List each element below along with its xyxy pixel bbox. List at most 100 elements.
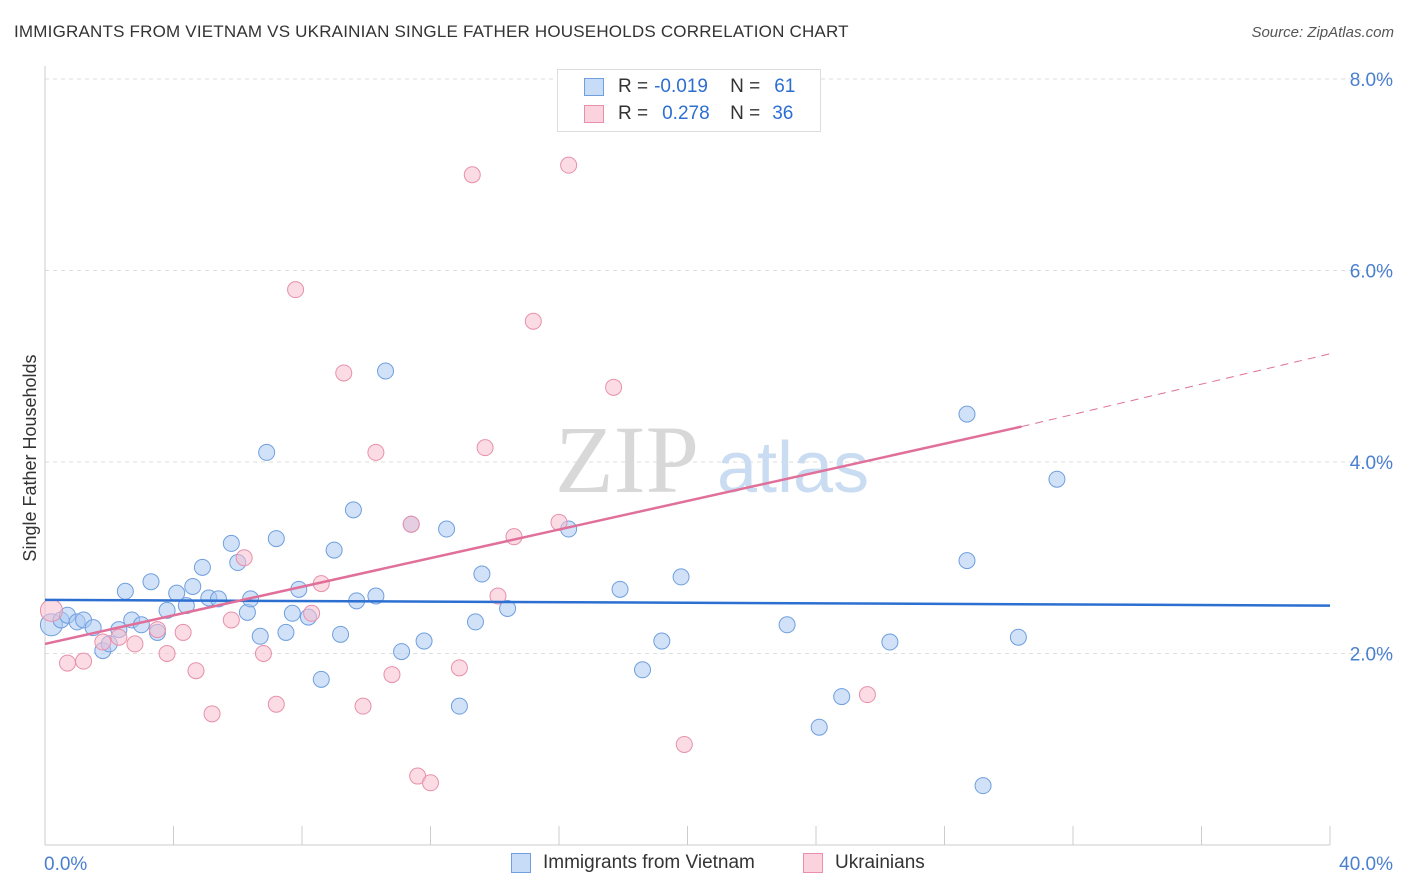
bottom-legend-label-vietnam: Immigrants from Vietnam xyxy=(543,852,755,873)
series-vietnam-points xyxy=(39,362,1066,795)
data-point-ukrainians xyxy=(422,774,439,792)
data-point-ukrainians xyxy=(524,312,542,330)
data-point-ukrainians xyxy=(110,628,128,646)
data-point-vietnam xyxy=(142,573,160,591)
y-tick-label: 2.0% xyxy=(1350,645,1393,666)
data-point-vietnam xyxy=(267,530,285,548)
data-point-vietnam xyxy=(251,627,269,645)
data-point-vietnam xyxy=(450,697,468,715)
data-point-vietnam xyxy=(312,670,330,688)
bottom-legend-swatch-ukrainians xyxy=(803,853,823,873)
y-tick-label: 8.0% xyxy=(1350,70,1393,91)
y-tick-label: 4.0% xyxy=(1350,453,1393,474)
watermark: ZIP atlas xyxy=(555,406,869,513)
data-point-vietnam xyxy=(974,777,992,795)
data-point-vietnam xyxy=(499,599,517,617)
watermark-zip: ZIP xyxy=(555,406,699,513)
data-point-vietnam xyxy=(258,443,276,461)
data-point-vietnam xyxy=(393,643,411,661)
trendline-vietnam xyxy=(44,598,1331,607)
data-point-vietnam xyxy=(1009,628,1027,646)
correlation-legend: R = -0.019 N = 61 R = 0.278 N = 36 xyxy=(557,69,821,132)
y-tick-label: 6.0% xyxy=(1350,262,1393,283)
data-point-ukrainians xyxy=(476,439,494,457)
legend-r-label: R = xyxy=(618,76,649,97)
data-point-ukrainians xyxy=(605,378,623,396)
data-point-vietnam xyxy=(466,613,484,631)
data-point-vietnam xyxy=(958,552,976,570)
legend-swatch-ukrainians xyxy=(584,105,604,123)
legend-n-value: 61 xyxy=(774,76,796,97)
legend-n-value: 36 xyxy=(772,103,794,124)
data-point-vietnam xyxy=(778,616,796,634)
data-point-vietnam xyxy=(611,580,629,598)
data-point-ukrainians xyxy=(75,652,93,670)
trendline-ukrainians-extension xyxy=(1021,353,1331,428)
data-point-vietnam xyxy=(222,534,240,552)
bottom-legend-vietnam: Immigrants from Vietnam xyxy=(511,852,755,874)
legend-n-label: N = xyxy=(730,76,761,97)
data-point-ukrainians xyxy=(383,666,401,684)
legend-r-value: -0.019 xyxy=(654,76,708,97)
data-point-vietnam xyxy=(1048,470,1066,488)
data-point-ukrainians xyxy=(450,659,468,677)
data-point-ukrainians xyxy=(148,621,166,639)
data-point-ukrainians xyxy=(187,662,205,680)
data-point-ukrainians xyxy=(126,635,144,653)
data-point-ukrainians xyxy=(489,587,507,605)
data-point-ukrainians xyxy=(222,611,240,629)
data-point-vietnam xyxy=(634,661,652,679)
legend-n-label: N = xyxy=(730,103,761,124)
data-point-ukrainians xyxy=(335,364,353,382)
data-point-vietnam xyxy=(473,565,491,583)
source-label: Source: ZipAtlas.com xyxy=(1251,24,1394,41)
data-point-ukrainians xyxy=(94,633,112,651)
data-point-vietnam xyxy=(344,501,362,519)
data-point-ukrainians xyxy=(58,654,76,672)
bottom-legend-ukrainians: Ukrainians xyxy=(803,852,925,874)
chart-title: IMMIGRANTS FROM VIETNAM VS UKRAINIAN SIN… xyxy=(14,22,849,41)
trendline-ukrainians xyxy=(44,425,1022,646)
series-ukrainians-points xyxy=(39,156,876,792)
data-point-vietnam xyxy=(325,541,343,559)
data-point-ukrainians xyxy=(235,549,253,567)
data-point-vietnam xyxy=(283,604,301,622)
data-point-vietnam xyxy=(116,582,134,600)
data-point-ukrainians xyxy=(174,623,192,641)
data-point-ukrainians xyxy=(303,604,321,622)
data-point-vietnam xyxy=(158,601,176,619)
data-point-ukrainians xyxy=(560,156,578,174)
grid-lines xyxy=(45,78,1392,654)
data-point-ukrainians xyxy=(367,443,385,461)
legend-row-vietnam: R = -0.019 N = 61 xyxy=(584,75,795,99)
x-tick-label: 0.0% xyxy=(44,854,87,875)
data-point-vietnam xyxy=(193,558,211,576)
bottom-legend-label-ukrainians: Ukrainians xyxy=(835,852,925,873)
y-axis-label: Single Father Households xyxy=(20,354,40,561)
data-point-vietnam xyxy=(184,577,202,595)
data-point-vietnam xyxy=(415,632,433,650)
axes xyxy=(44,66,1331,846)
legend-swatch-vietnam xyxy=(584,78,604,96)
data-point-ukrainians xyxy=(505,528,523,546)
data-point-ukrainians xyxy=(267,695,285,713)
data-point-vietnam xyxy=(833,688,851,706)
data-point-ukrainians xyxy=(858,686,876,704)
data-point-ukrainians xyxy=(254,645,272,662)
x-tick-label: 40.0% xyxy=(1339,854,1393,875)
data-point-vietnam xyxy=(367,587,385,605)
data-point-vietnam xyxy=(672,568,690,586)
data-point-ukrainians xyxy=(158,645,176,662)
data-point-ukrainians xyxy=(354,697,372,715)
legend-row-ukrainians: R = 0.278 N = 36 xyxy=(584,102,793,126)
data-point-vietnam xyxy=(277,623,295,641)
data-point-vietnam xyxy=(332,625,350,643)
data-point-vietnam xyxy=(881,633,899,651)
legend-r-label: R = xyxy=(618,103,649,124)
data-point-vietnam xyxy=(653,632,671,650)
data-point-vietnam xyxy=(377,362,395,380)
data-point-ukrainians xyxy=(463,166,481,184)
data-point-ukrainians xyxy=(287,281,305,299)
data-point-ukrainians xyxy=(39,598,63,622)
